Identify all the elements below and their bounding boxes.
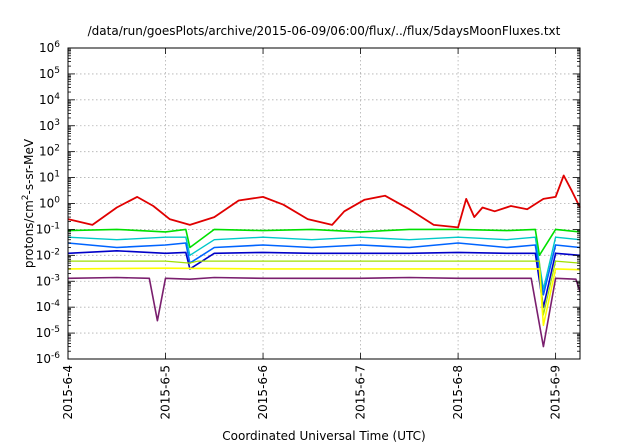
y-tick-label: 10-6	[36, 351, 61, 366]
series-line-8	[67, 276, 581, 348]
series-line-2	[67, 228, 581, 257]
x-tick-label: 2015-6-8	[451, 365, 465, 419]
series-line-1	[67, 174, 581, 229]
y-tick-label: 10-4	[36, 299, 61, 314]
x-tick-label: 2015-6-5	[159, 365, 173, 419]
y-tick-label: 10-1	[36, 221, 60, 236]
y-tick-label: 105	[39, 66, 60, 81]
y-tick-label: 10-3	[36, 273, 60, 288]
chart-title: /data/run/goesPlots/archive/2015-06-09/0…	[88, 24, 561, 38]
x-tick-label: 2015-6-7	[354, 365, 368, 419]
series-line-7	[67, 267, 581, 327]
series-line-6	[68, 260, 581, 316]
x-tick-label: 2015-6-4	[61, 365, 75, 419]
plot-series	[67, 174, 581, 348]
x-tick-label: 2015-6-6	[256, 365, 270, 419]
axis-ticks: 2015-6-4 2015-6-5 2015-6-6 2015-6-7 2015-6-8…	[36, 40, 580, 419]
y-axis-title-suffix: -s-sr-MeV	[22, 138, 36, 194]
y-tick-label: 10-2	[36, 247, 60, 262]
y-tick-label: 103	[39, 118, 60, 133]
x-axis-title: Coordinated Universal Time (UTC)	[222, 429, 425, 443]
y-tick-label: 100	[39, 196, 60, 211]
y-tick-label: 106	[39, 40, 60, 55]
y-axis-title: protons/cm2-s-sr-MeV	[21, 138, 36, 268]
y-tick-label: 10-5	[36, 325, 60, 340]
y-tick-label: 101	[39, 170, 60, 185]
y-tick-label: 102	[39, 144, 60, 159]
y-tick-label: 104	[39, 92, 60, 107]
y-axis-title-prefix: protons/cm	[22, 200, 36, 268]
x-tick-label: 2015-6-9	[549, 365, 563, 419]
series-line-5	[67, 250, 581, 309]
grid-lines	[68, 48, 580, 359]
y-axis-title-sup: 2	[21, 195, 31, 201]
